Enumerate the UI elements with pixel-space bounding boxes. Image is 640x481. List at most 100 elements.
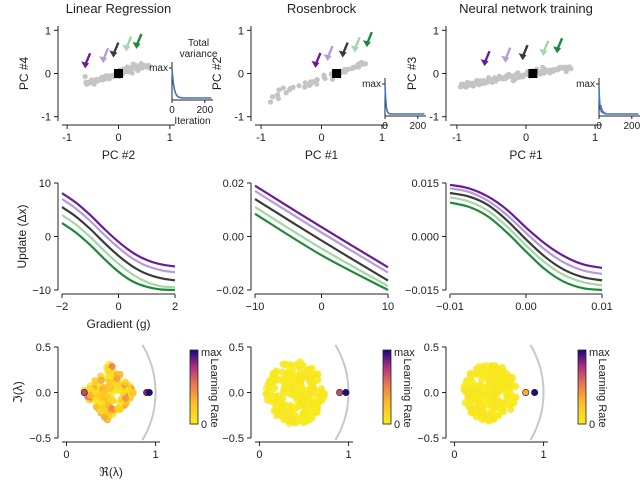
colorbar-label: Learning Rate bbox=[208, 358, 220, 427]
eigenvalue-point bbox=[313, 401, 321, 409]
colorbar-segment bbox=[190, 401, 198, 405]
colorbar-segment bbox=[190, 367, 198, 371]
plot-rb-pca bbox=[267, 31, 373, 105]
eigenvalue-point bbox=[299, 395, 307, 404]
axes-lr-update: −2 0 2 −10 0 10 Gradient (g) Update (Δx) bbox=[15, 178, 178, 331]
arrow-head bbox=[338, 50, 347, 58]
eigenvalue-outlier bbox=[336, 388, 344, 396]
arrow-mark bbox=[518, 44, 529, 61]
plot-nn-pca bbox=[457, 37, 574, 90]
eigenvalue-outlier bbox=[145, 388, 153, 396]
inset-x-tick-label: 200 bbox=[409, 121, 426, 132]
eigenvalue-point bbox=[279, 360, 287, 368]
arrow-mark bbox=[539, 40, 550, 56]
eigenvalue-point bbox=[278, 368, 286, 376]
y-tick-label: 0.5 bbox=[36, 342, 51, 354]
colorbar-segment bbox=[578, 377, 586, 381]
x-tick-label: 1 bbox=[592, 132, 598, 144]
inset-x-label: Iteration bbox=[174, 116, 210, 127]
eigenvalue-point bbox=[505, 398, 514, 406]
axes-lr-eig: 0 1 −0.5 0.0 0.5 ℜ(λ) ℑ(λ) bbox=[11, 342, 160, 479]
x-tick-label: 2 bbox=[172, 301, 178, 313]
y-axis-label: PC #3 bbox=[405, 57, 419, 91]
colorbar-segment bbox=[578, 350, 586, 354]
colorbar-segment bbox=[578, 357, 586, 361]
y-tick-label: 1 bbox=[433, 25, 439, 37]
eigenvalue-point bbox=[512, 393, 520, 401]
eigenvalue-point bbox=[462, 388, 470, 396]
trajectory-point bbox=[302, 84, 308, 90]
colorbar-segment bbox=[578, 411, 586, 415]
colorbar-segment bbox=[383, 396, 391, 400]
series-line-rb-5 bbox=[254, 212, 389, 291]
colorbar-segment bbox=[578, 391, 586, 395]
fixed-point-marker bbox=[114, 69, 123, 78]
series-line-nn-3 bbox=[449, 191, 603, 282]
inset-x-tick-label: 200 bbox=[623, 121, 640, 132]
eigenvalue-point bbox=[282, 409, 290, 417]
x-tick-label: 0 bbox=[256, 449, 262, 461]
series-line-rb-3 bbox=[254, 198, 389, 282]
colorbar-segment bbox=[383, 352, 391, 356]
arrow-mark bbox=[553, 37, 564, 54]
arrow-mark bbox=[350, 36, 361, 53]
arrow-mark bbox=[109, 42, 120, 58]
eigenvalue-point bbox=[108, 363, 116, 371]
eigenvalue-point bbox=[504, 392, 512, 400]
trajectory-point bbox=[280, 85, 286, 91]
colorbar-segment bbox=[578, 396, 586, 400]
eigenvalue-outlier bbox=[522, 388, 530, 396]
inset-x-tick-label: 200 bbox=[196, 105, 213, 116]
eigenvalue-point bbox=[302, 417, 311, 425]
eigenvalue-point bbox=[122, 394, 130, 402]
eigenvalue-point bbox=[310, 394, 319, 402]
eigenvalue-point bbox=[295, 361, 303, 369]
colorbar-segment bbox=[190, 387, 198, 391]
eigenvalue-point bbox=[498, 363, 506, 372]
inset-nn-pca: max 0 200 bbox=[576, 78, 640, 132]
eigenvalue-point bbox=[114, 404, 122, 413]
y-tick-label: 0.02 bbox=[223, 178, 244, 190]
y-axis-label: Update (Δx) bbox=[15, 204, 29, 268]
colorbar-nn-eig: max 0 Learning Rate bbox=[577, 347, 610, 431]
colorbar-segment bbox=[578, 404, 586, 408]
arrow-mark bbox=[362, 31, 373, 48]
trajectory-point bbox=[314, 76, 320, 83]
colorbar-segment bbox=[383, 421, 391, 425]
eigenvalue-point bbox=[87, 391, 95, 399]
eigenvalue-point bbox=[289, 418, 297, 426]
x-tick-label: 0 bbox=[523, 132, 529, 144]
trajectory-point bbox=[306, 82, 313, 88]
axes-rb-update: −10 0 10 −0.02 0.00 0.02 bbox=[216, 178, 394, 313]
eigenvalue-point bbox=[281, 382, 289, 391]
colorbar-segment bbox=[383, 387, 391, 391]
colorbar-segment bbox=[578, 406, 586, 410]
x-tick-label: 0 bbox=[115, 301, 121, 313]
arrow-head bbox=[109, 50, 118, 58]
eigenvalue-point bbox=[97, 393, 105, 401]
y-tick-label: 0 bbox=[45, 69, 51, 81]
axes-rb-eig: 0 1 −0.5 0.0 0.5 bbox=[222, 342, 353, 461]
inset-variance-curve bbox=[384, 83, 425, 115]
arrow-head bbox=[132, 41, 141, 49]
eigenvalue-point bbox=[287, 361, 295, 369]
x-axis-label: ℜ(λ) bbox=[99, 465, 123, 479]
eigenvalue-point bbox=[317, 384, 325, 393]
colorbar-segment bbox=[578, 399, 586, 403]
colorbar-segment bbox=[190, 389, 198, 393]
arrow-head bbox=[323, 54, 332, 61]
colorbar-segment bbox=[578, 401, 586, 405]
colorbar-segment bbox=[578, 394, 586, 398]
colorbar-segment bbox=[190, 357, 198, 361]
colorbar-segment bbox=[578, 374, 586, 378]
eigenvalue-point bbox=[479, 372, 487, 380]
colorbar-bottom-label: 0 bbox=[201, 419, 207, 431]
y-tick-label: −0.5 bbox=[222, 433, 244, 445]
colorbar-frame bbox=[189, 349, 199, 425]
colorbar-segment bbox=[578, 364, 586, 368]
colorbar-segment bbox=[578, 409, 586, 413]
panel-title: Linear Regression bbox=[66, 1, 172, 16]
x-tick-label: −2 bbox=[56, 301, 69, 313]
colorbar-segment bbox=[383, 369, 391, 373]
